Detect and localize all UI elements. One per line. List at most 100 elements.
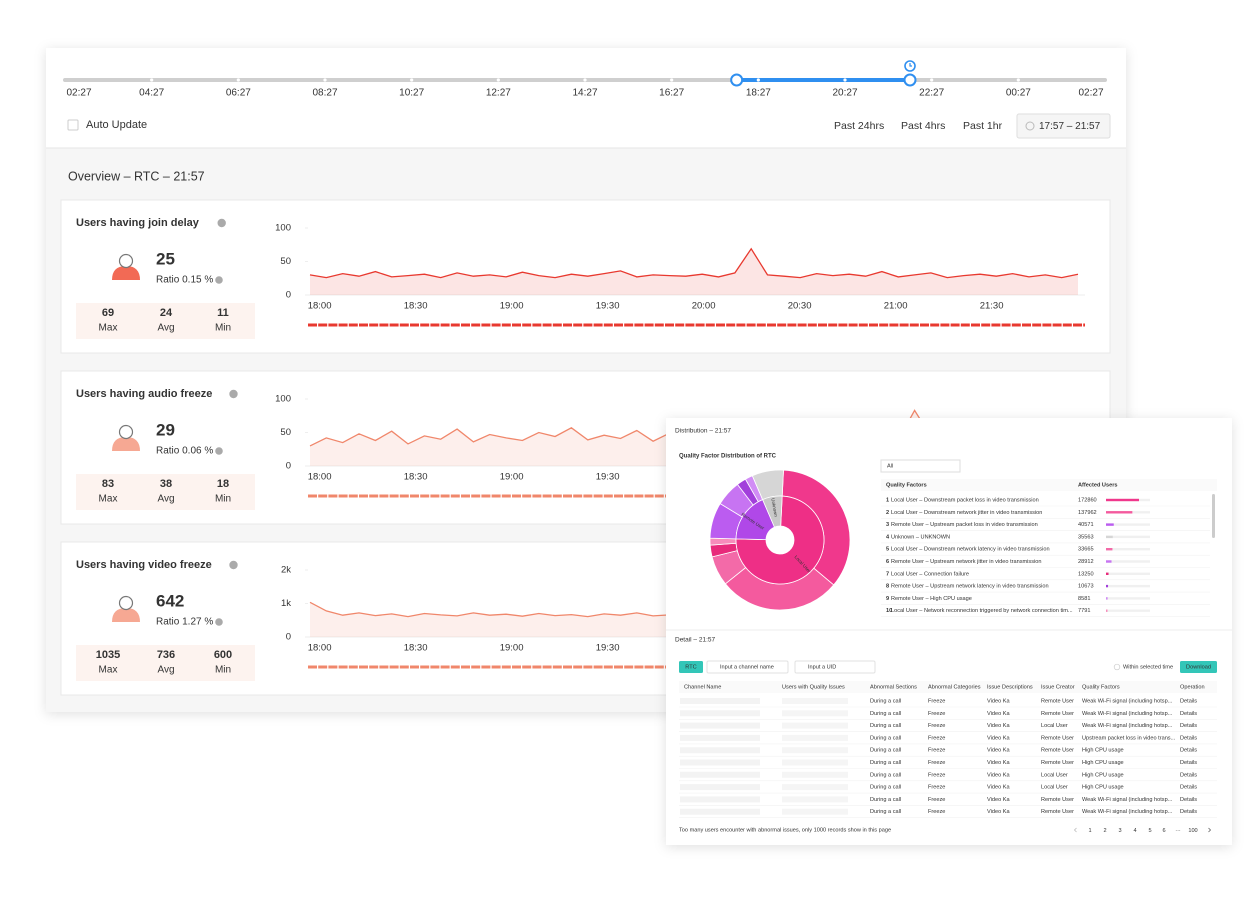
factor-name: Local User – Downstream packet loss in v… [891, 497, 1039, 503]
quick-range-button[interactable]: Past 4hrs [901, 120, 945, 132]
details-link[interactable]: Details [1180, 797, 1197, 803]
details-link[interactable]: Details [1180, 735, 1197, 741]
page-button[interactable]: 100 [1188, 828, 1197, 834]
table-cell: Local User [1041, 785, 1068, 791]
search-input[interactable] [794, 660, 876, 674]
distribution-title: Distribution – 21:57 [675, 428, 731, 435]
factor-name: Unknown – UNKNOWN [891, 534, 950, 540]
details-link[interactable]: Details [1180, 711, 1197, 717]
stat-value: 83 [102, 478, 114, 490]
tab-label[interactable]: RTC [685, 664, 696, 670]
tab-button[interactable] [679, 661, 703, 673]
x-tick-label: 21:30 [980, 301, 1004, 312]
blurred-cell [680, 808, 760, 815]
table-cell: Freeze [928, 760, 945, 766]
stat-value: 11 [217, 307, 229, 319]
filter-select[interactable] [880, 459, 961, 473]
quick-range-button[interactable]: Past 1hr [963, 120, 1003, 132]
sunburst-inner [735, 495, 825, 585]
x-tick-label: 19:00 [500, 643, 524, 654]
timeline-label: 04:27 [139, 88, 164, 99]
metric-ratio: Ratio 1.27 % [156, 617, 213, 628]
details-link[interactable]: Details [1180, 760, 1197, 766]
line [309, 247, 1079, 279]
table-cell: Video Ka [987, 809, 1010, 815]
blurred-cell [782, 747, 848, 754]
avatar-body [112, 437, 140, 451]
table-cell: High CPU usage [1082, 748, 1124, 754]
column-header: Abnormal Sections [870, 684, 917, 690]
range-handle[interactable] [730, 73, 744, 87]
page-button[interactable]: ··· [1175, 828, 1181, 834]
table-cell: Upstream packet loss in video trans... [1082, 735, 1176, 741]
stat-value: 38 [160, 478, 172, 490]
page-button[interactable]: 6 [1162, 828, 1165, 834]
table-cell: During a call [870, 735, 901, 741]
timeline-dot [670, 78, 674, 82]
prev-arrow[interactable] [1073, 827, 1077, 833]
column-header: Affected Users [1078, 482, 1117, 488]
next-arrow[interactable] [1208, 827, 1212, 833]
y-tick-label: 50 [280, 427, 291, 438]
bar-track [1106, 597, 1150, 600]
timeline-label: 20:27 [832, 88, 857, 99]
page-button[interactable]: 4 [1133, 828, 1136, 834]
timeline-label: 02:27 [66, 88, 91, 99]
y-tick-label: 50 [280, 256, 291, 267]
download-label[interactable]: Download [1186, 664, 1211, 670]
table-cell: Remote User [1041, 748, 1074, 754]
factor-bar [1106, 511, 1133, 514]
details-link[interactable]: Details [1180, 772, 1197, 778]
table-cell: Local User [1041, 772, 1068, 778]
quick-range-button[interactable]: Past 24hrs [834, 120, 884, 132]
blurred-cell [680, 784, 760, 791]
timeline-label: 18:27 [746, 88, 771, 99]
details-link[interactable]: Details [1180, 748, 1197, 754]
blurred-cell [680, 771, 760, 778]
x-tick-label: 19:00 [500, 472, 524, 483]
range-box[interactable] [1016, 113, 1111, 139]
factor-bar [1106, 584, 1109, 588]
factor-bar [1106, 535, 1113, 539]
page-button[interactable]: 1 [1088, 828, 1091, 834]
checkbox[interactable] [67, 119, 79, 131]
table-cell: Local User [1041, 723, 1068, 729]
stat-label: Max [99, 323, 118, 334]
timeline-label: 14:27 [572, 88, 597, 99]
details-link[interactable]: Details [1180, 809, 1197, 815]
details-link[interactable]: Details [1180, 723, 1197, 729]
help-icon [215, 447, 223, 455]
page-button[interactable]: 5 [1148, 828, 1151, 834]
factor-bar [1106, 498, 1139, 502]
column-header: Abnormal Categories [928, 684, 981, 690]
radio[interactable] [1113, 663, 1121, 671]
stat-value: 1035 [96, 649, 120, 661]
bar-track [1106, 535, 1150, 539]
table-cell: Weak Wi-Fi signal (including hotsp... [1082, 797, 1173, 803]
timeline-dot [496, 78, 500, 82]
details-link[interactable]: Details [1180, 698, 1197, 704]
stat-label: Min [215, 665, 231, 676]
search-placeholder: Input a channel name [720, 664, 774, 670]
stats-box [76, 645, 255, 681]
table-cell: Freeze [928, 711, 945, 717]
y-tick-label: 2k [281, 565, 291, 576]
blurred-cell [782, 771, 848, 778]
blurred-cell [680, 722, 760, 729]
table-cell: Video Ka [987, 711, 1010, 717]
details-link[interactable]: Details [1180, 785, 1197, 791]
table-cell: During a call [870, 760, 901, 766]
search-input[interactable] [706, 660, 789, 674]
stats-box [76, 303, 255, 339]
stat-label: Max [99, 665, 118, 676]
y-tick-label: 0 [286, 461, 291, 472]
page-button[interactable]: 3 [1118, 828, 1121, 834]
x-tick-label: 20:30 [788, 301, 812, 312]
download-button[interactable] [1180, 661, 1217, 673]
stat-value: 600 [214, 649, 232, 661]
factor-bar [1106, 572, 1109, 575]
affected-users: 10673 [1078, 584, 1094, 590]
timeline-dot [756, 78, 760, 82]
page-button[interactable]: 2 [1103, 828, 1106, 834]
range-handle[interactable] [903, 73, 917, 87]
